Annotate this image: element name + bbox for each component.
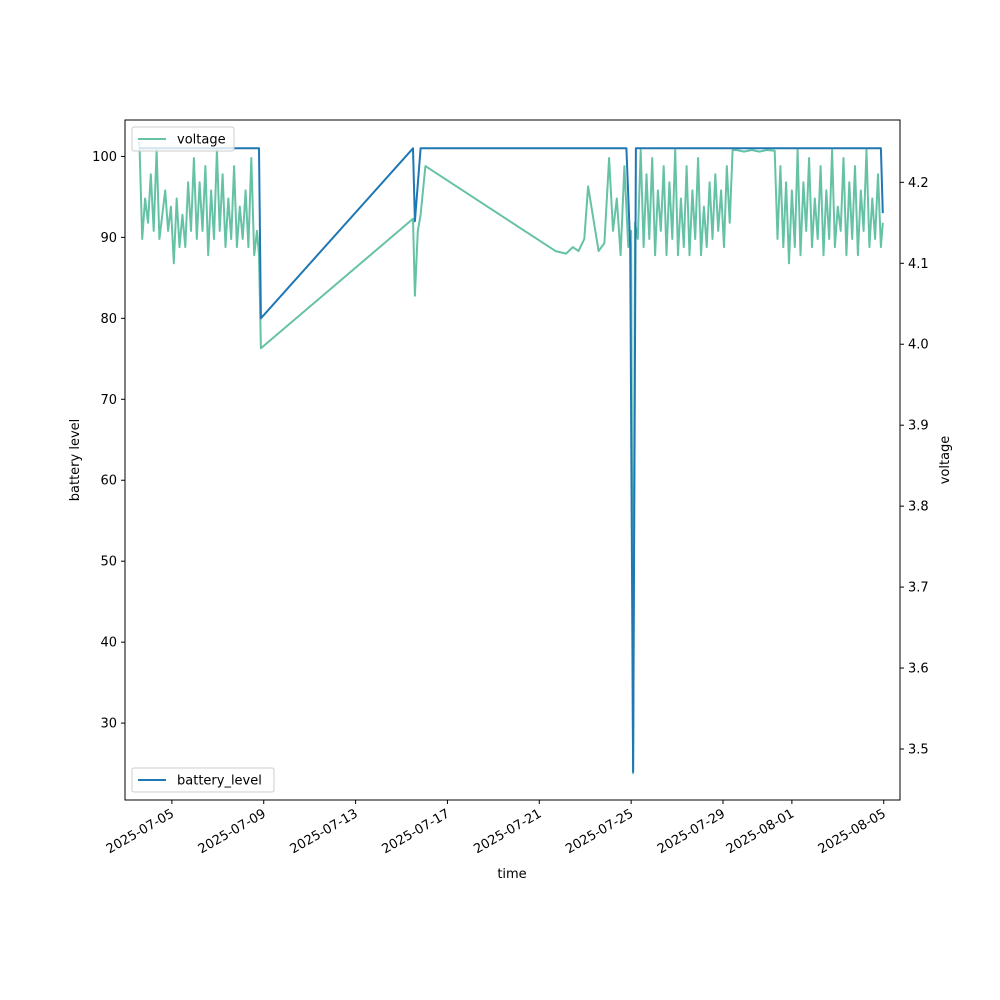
y-right-tick-label: 3.5 (908, 743, 929, 758)
x-tick-label: 2025-07-17 (379, 806, 452, 857)
axes-layer (124, 119, 901, 801)
y-right-tick-label: 4.1 (908, 257, 929, 272)
series-line-voltage (138, 141, 884, 775)
y-right-axis-label: voltage (938, 436, 953, 485)
legend-voltage-box (131, 126, 235, 152)
y-right-tick-label: 3.6 (908, 662, 929, 677)
legend-battery-box (131, 767, 275, 793)
x-axis-label: time (497, 867, 526, 882)
y-right-tick-label: 3.7 (908, 581, 929, 596)
y-left-axis-label: battery level (68, 419, 83, 502)
y-left-tick-label: 90 (100, 231, 117, 246)
legend-voltage: voltage (131, 126, 235, 152)
y-left-tick-label: 30 (100, 717, 117, 732)
y-right-axis-ticks: 3.5 3.6 3.7 3.8 3.9 4.0 4.1 4.2 (900, 176, 929, 758)
y-left-tick-label: 80 (100, 312, 117, 327)
y-right-tick-label: 4.2 (908, 176, 929, 191)
legend-battery-label: battery_level (177, 774, 262, 789)
y-left-tick-label: 70 (100, 393, 117, 408)
series-layer (138, 141, 884, 775)
y-left-tick-label: 100 (92, 150, 117, 165)
series-line-battery-level (139, 147, 884, 773)
legend-battery: battery_level (131, 767, 275, 793)
y-left-axis-ticks: 30 40 50 60 70 80 90 100 (92, 150, 125, 732)
legend-voltage-label: voltage (177, 133, 226, 148)
x-tick-label: 2025-08-05 (816, 806, 889, 857)
y-left-tick-label: 40 (100, 636, 117, 651)
x-axis-ticks: 2025-07-05 2025-07-09 2025-07-13 2025-07-17… (104, 800, 889, 857)
plot-frame (124, 119, 901, 801)
x-tick-label: 2025-07-25 (563, 806, 636, 857)
y-left-tick-label: 60 (100, 474, 117, 489)
x-tick-label: 2025-07-21 (471, 806, 544, 857)
x-tick-label: 2025-07-05 (104, 806, 177, 857)
y-left-tick-label: 50 (100, 555, 117, 570)
y-right-tick-label: 4.0 (908, 338, 929, 353)
x-tick-label: 2025-08-01 (724, 806, 797, 857)
x-tick-label: 2025-07-29 (655, 806, 728, 857)
y-right-tick-label: 3.8 (908, 500, 929, 515)
x-tick-label: 2025-07-13 (288, 806, 361, 857)
x-tick-label: 2025-07-09 (196, 806, 269, 857)
y-right-tick-label: 3.9 (908, 419, 929, 434)
